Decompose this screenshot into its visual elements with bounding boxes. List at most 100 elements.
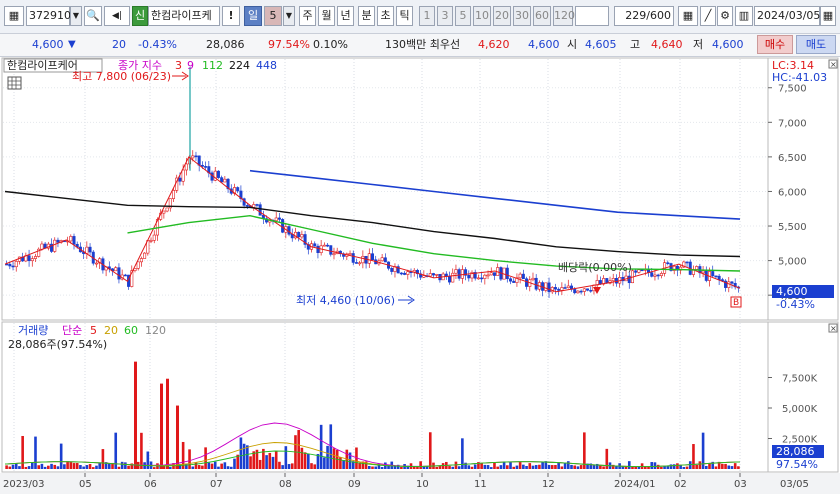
candle-body [560,287,564,291]
search-icon[interactable]: 🔍 [84,6,102,26]
volume-panel-close-icon[interactable] [828,323,838,333]
chart-line-icon[interactable]: ╱ [700,6,716,26]
interval-60-button[interactable]: 60 [533,6,551,26]
volume-bar [303,452,307,469]
volume-bar [698,461,702,469]
open-label: 시 [567,38,578,51]
volume-bar [512,466,516,469]
candle-body [348,253,352,255]
calendar-icon[interactable]: ▥ [735,6,753,26]
code-dropdown-icon[interactable]: ▼ [70,6,82,26]
date-picker-icon[interactable]: ▦ [820,6,836,26]
candle-body [553,287,557,290]
ma-448-line [249,169,741,220]
count-input[interactable]: 229/600 [614,6,674,26]
volume-bar [220,463,223,469]
stock-code-input[interactable]: 372910 [26,6,71,26]
volume-bar [191,466,195,469]
volume-bar [669,464,673,469]
candle-body [727,281,731,288]
candle-body [403,272,407,275]
x-tick-label: 06 [144,479,157,490]
price-tick-label: 5,000 [778,257,807,268]
time-axis [0,473,840,494]
candle-body [380,257,384,262]
candle-body [515,277,519,283]
interval-1-button[interactable]: 1 [419,6,435,26]
candle-body [505,267,509,280]
candle-body [223,178,227,183]
table-view-icon[interactable] [7,76,22,90]
sell-button[interactable]: 매도 [796,35,836,54]
volume-bar [197,465,201,469]
ma-label-3: 3 [175,59,182,72]
volume-bar [650,462,654,469]
layout-icon[interactable]: ▦ [678,6,698,26]
grid-menu-icon[interactable]: ▦ [4,6,24,26]
alert-button[interactable]: ! [222,6,240,26]
interval-30-button[interactable]: 30 [513,6,531,26]
volume-bar [329,424,333,469]
interval-120-button[interactable]: 120 [553,6,575,26]
interval-20-button[interactable]: 20 [493,6,511,26]
volume-bar [185,463,188,469]
period-tick-button[interactable]: 틱 [396,6,413,26]
candle-body [470,272,474,279]
stock-chart[interactable]: 한컴라이프케어 종가 지수 3 9 112 224 448 최고 7,800 (… [0,57,840,494]
volume-bar [91,467,95,469]
period-year-button[interactable]: 년 [337,6,354,26]
chart-settings-icon[interactable]: ⚙ [717,6,733,26]
candle-body [383,257,387,263]
volume-bar [554,465,557,469]
period-month-button[interactable]: 월 [318,6,335,26]
candle-body [303,234,307,245]
candle-body [701,270,705,274]
candle-body [326,244,330,247]
buy-button[interactable]: 매수 [757,35,793,54]
volume-bar [56,466,60,469]
interval-5-button[interactable]: 5 [455,6,471,26]
volume-tick-label: 5,000K [782,404,818,415]
volume-bar [75,463,79,469]
volume-bar [599,465,602,469]
candle-body [579,290,583,293]
volume-bar [146,451,150,469]
date-input[interactable]: 2024/03/05 [754,6,820,26]
period-minute-button[interactable]: 분 [358,6,375,26]
volume-bar [37,465,41,469]
candle-body [640,269,644,272]
period-second-button[interactable]: 초 [377,6,394,26]
volume-bar [229,466,233,469]
volume-bar [570,464,573,469]
volume-bar [489,467,493,469]
interval-3-button[interactable]: 3 [437,6,453,26]
interval-10-button[interactable]: 10 [473,6,491,26]
period-dropdown-icon[interactable]: ▼ [283,6,295,26]
x-tick-label: 11 [474,479,487,490]
ma-label-112: 112 [202,59,223,72]
volume-bar [480,463,483,469]
stock-name-display[interactable]: 한컴라이프케 [148,6,220,26]
candle-body [547,282,551,293]
period-day-button[interactable]: 일 [244,6,262,26]
volume-bar [422,466,426,469]
indicator-label: 종가 지수 [118,59,162,72]
volume-bar [528,463,532,469]
period-num-input[interactable]: 5 [264,6,282,26]
count-total: /600 [646,9,671,22]
price-panel-close-icon[interactable] [828,59,838,69]
volume-bar [168,467,172,469]
volume-bar [108,463,111,469]
candle-body [245,205,249,207]
candle-body [717,275,721,280]
volume-bar [95,465,98,469]
volume-bar [534,465,538,469]
speaker-icon[interactable]: ◀| [104,6,130,26]
volume-bar [377,463,381,469]
custom-interval-input[interactable] [575,6,609,26]
candle-body [14,261,18,268]
volume-bar [727,465,731,469]
price-ma-lines [4,156,741,293]
candle-body [406,271,410,275]
period-week-button[interactable]: 주 [299,6,316,26]
